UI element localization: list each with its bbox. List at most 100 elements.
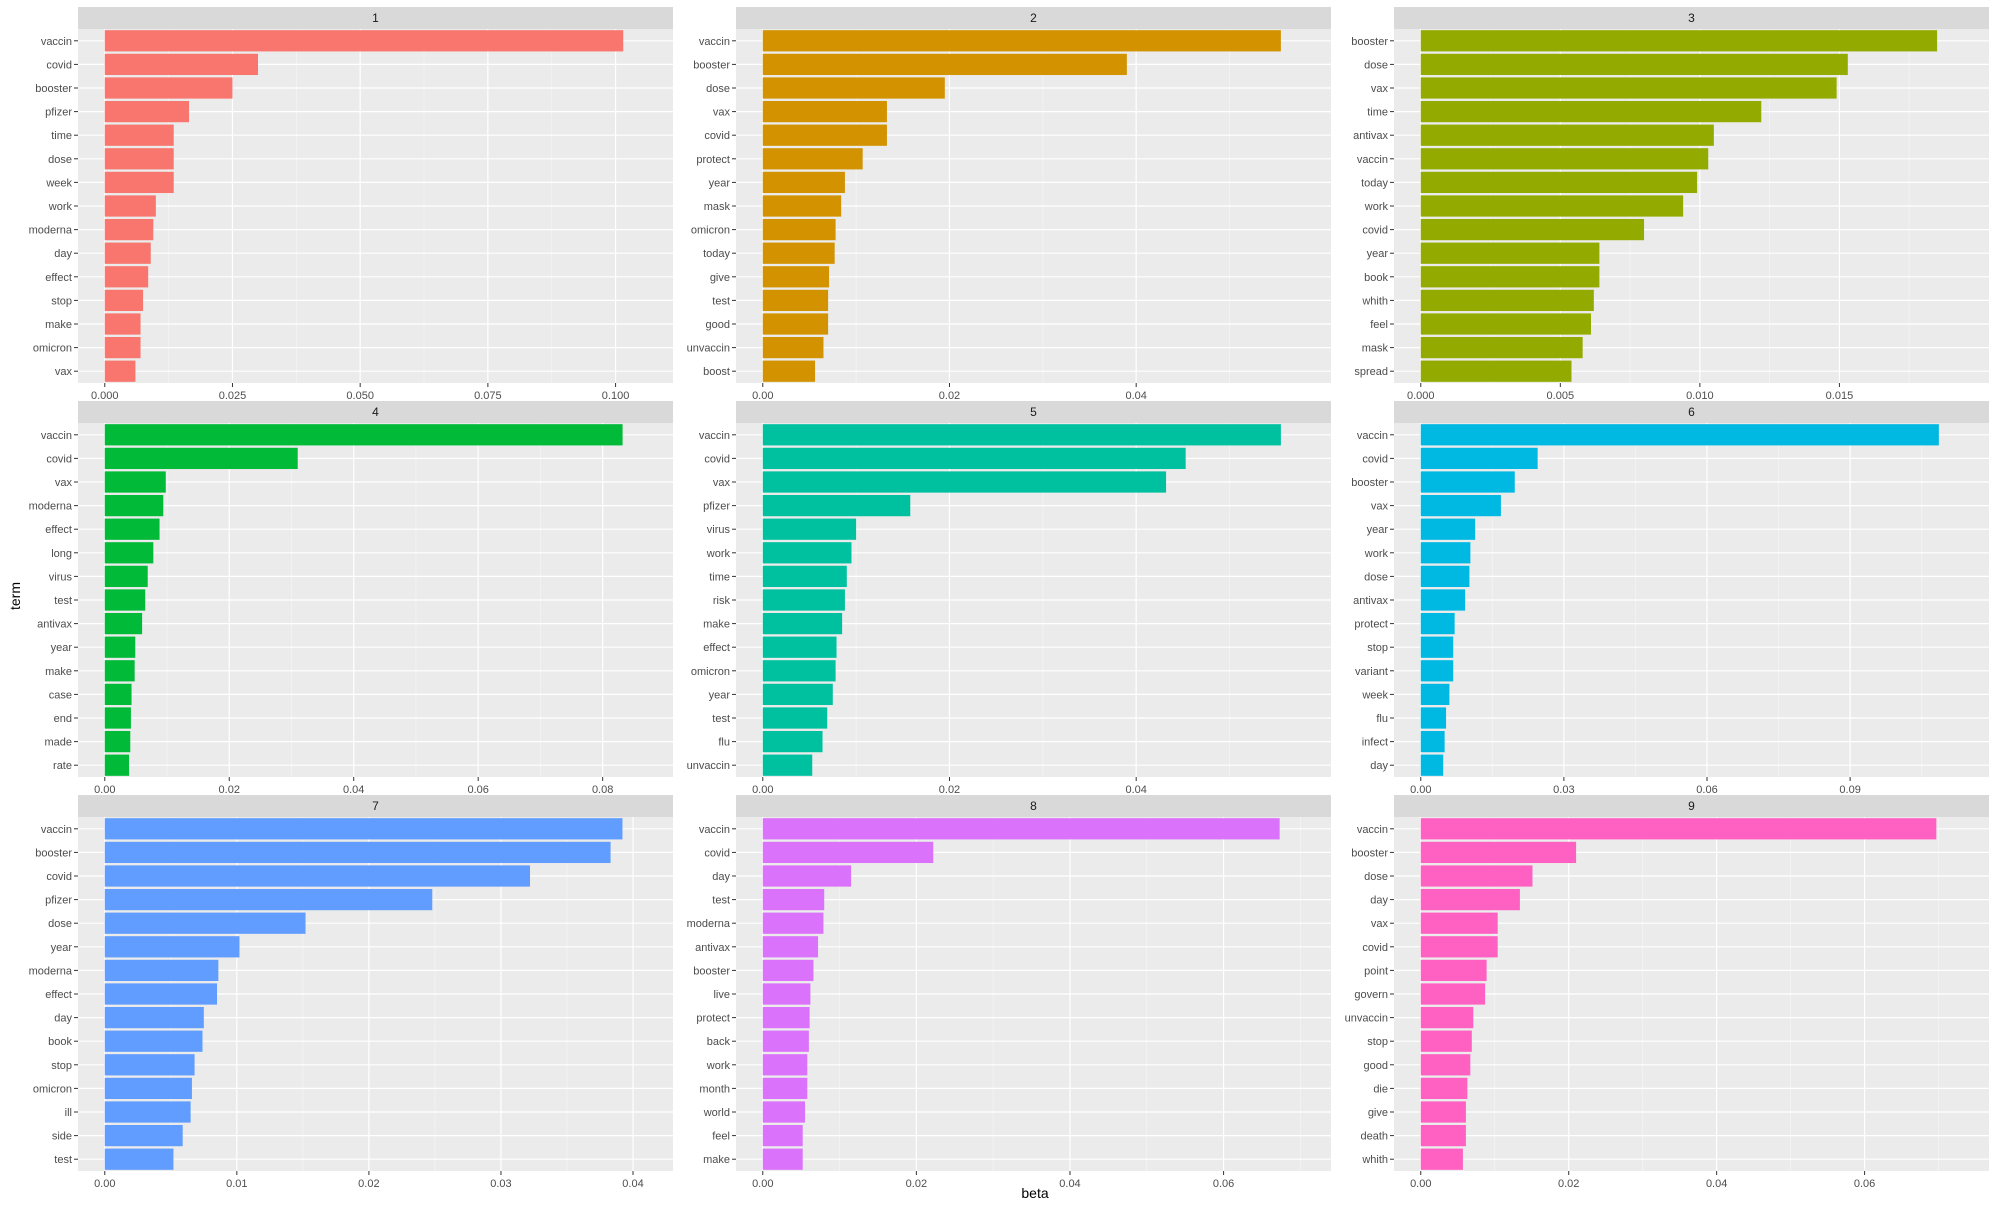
- bar: [104, 888, 433, 911]
- y-tick-label: covid: [1362, 225, 1388, 237]
- y-tick-label: vaccin: [41, 36, 72, 48]
- bar: [762, 936, 819, 958]
- bar: [1420, 841, 1577, 864]
- y-tick-label: dose: [1364, 571, 1388, 583]
- y-tick-label: covid: [46, 871, 72, 883]
- bar: [104, 266, 149, 288]
- bar: [762, 912, 824, 934]
- x-tick-label: 0.005: [1547, 390, 1575, 402]
- bar: [1420, 730, 1445, 753]
- bar: [762, 841, 934, 864]
- y-tick-label: end: [54, 713, 72, 725]
- bar: [1420, 912, 1498, 934]
- y-tick-label: dose: [706, 83, 730, 95]
- y-tick-label: booster: [693, 965, 730, 977]
- y-tick-label: make: [45, 319, 72, 331]
- y-tick-label: antivax: [695, 942, 730, 954]
- bar: [1420, 1006, 1474, 1029]
- x-tick-label: 0.04: [1125, 390, 1146, 402]
- x-tick-label: 0.015: [1826, 390, 1854, 402]
- bar: [762, 471, 1167, 493]
- bar: [762, 518, 857, 540]
- y-tick-label: test: [712, 295, 730, 307]
- bar: [104, 360, 136, 382]
- x-tick-label: 0.00: [94, 784, 115, 796]
- bar: [104, 53, 259, 76]
- facet-strip: [736, 401, 1331, 423]
- x-tick-label: 0.02: [219, 784, 240, 796]
- y-tick-label: moderna: [29, 225, 73, 237]
- y-tick-label: effect: [45, 989, 72, 1001]
- bar: [1420, 936, 1498, 958]
- facet-panel-5: 5 0.00 0.02 0.04 vaccin covid vax pfizer virus wo…: [687, 401, 1331, 796]
- y-tick-label: booster: [1351, 847, 1388, 859]
- bar: [104, 707, 131, 729]
- facet-strip: [736, 795, 1331, 817]
- bar: [762, 865, 852, 887]
- x-tick-label: 0.06: [1213, 1178, 1234, 1190]
- y-tick-label: covid: [1362, 942, 1388, 954]
- bar: [762, 660, 836, 682]
- y-tick-label: protect: [696, 154, 730, 166]
- bar: [762, 360, 816, 382]
- x-tick-label: 0.08: [592, 784, 613, 796]
- bar: [104, 818, 623, 840]
- y-tick-label: day: [1370, 895, 1388, 907]
- facet-strip: [736, 7, 1331, 29]
- bar: [1420, 424, 1939, 446]
- y-tick-label: whith: [1361, 295, 1388, 307]
- facet-strip-label: 7: [372, 799, 379, 813]
- bar: [104, 77, 233, 99]
- y-tick-label: antivax: [1353, 595, 1388, 607]
- bar: [104, 1030, 203, 1052]
- bar: [1420, 242, 1600, 264]
- bar: [1420, 707, 1447, 729]
- y-tick-label: unvaccin: [1345, 1013, 1388, 1025]
- facet-strip: [1394, 401, 1989, 423]
- x-tick-label: 0.09: [1839, 784, 1860, 796]
- y-tick-label: vaccin: [699, 430, 730, 442]
- bar: [1420, 171, 1698, 194]
- y-tick-label: covid: [46, 453, 72, 465]
- y-tick-label: variant: [1355, 666, 1388, 678]
- x-tick-label: 0.000: [91, 390, 119, 402]
- y-tick-label: dose: [1364, 59, 1388, 71]
- bar: [762, 171, 845, 194]
- x-tick-label: 0.03: [1553, 784, 1574, 796]
- bar: [104, 1124, 183, 1147]
- x-tick-label: 0.00: [94, 1178, 115, 1190]
- y-tick-label: death: [1360, 1131, 1388, 1143]
- y-tick-label: vax: [55, 477, 73, 489]
- facet-panel-3: 3 0.000 0.005 0.010 0.015 booster dose vax time a…: [1351, 7, 1989, 402]
- y-tick-label: vax: [1371, 918, 1389, 930]
- y-tick-label: work: [1364, 201, 1389, 213]
- bar: [762, 983, 811, 1005]
- y-tick-label: omicron: [691, 666, 730, 678]
- bar: [104, 841, 611, 864]
- bar: [104, 1077, 192, 1100]
- y-tick-label: test: [712, 895, 730, 907]
- y-tick-label: work: [48, 201, 73, 213]
- bar: [762, 1148, 803, 1170]
- bar: [104, 336, 141, 359]
- bar: [104, 289, 144, 312]
- x-tick-label: 0.04: [1706, 1178, 1727, 1190]
- y-tick-label: give: [710, 272, 730, 284]
- bar: [1420, 1101, 1466, 1123]
- y-tick-label: today: [703, 248, 730, 260]
- x-tick-label: 0.00: [752, 784, 773, 796]
- bar: [1420, 266, 1600, 288]
- bar: [1420, 100, 1762, 123]
- facet-strip-label: 9: [1688, 799, 1695, 813]
- bar: [104, 100, 190, 123]
- x-tick-label: 0.02: [1558, 1178, 1579, 1190]
- bar: [1420, 959, 1487, 982]
- y-tick-label: year: [51, 942, 73, 954]
- bar: [1420, 195, 1684, 217]
- bar: [1420, 1054, 1471, 1076]
- bar: [104, 1101, 191, 1123]
- y-tick-label: year: [51, 642, 73, 654]
- bar: [1420, 148, 1709, 170]
- y-tick-label: vax: [1371, 83, 1389, 95]
